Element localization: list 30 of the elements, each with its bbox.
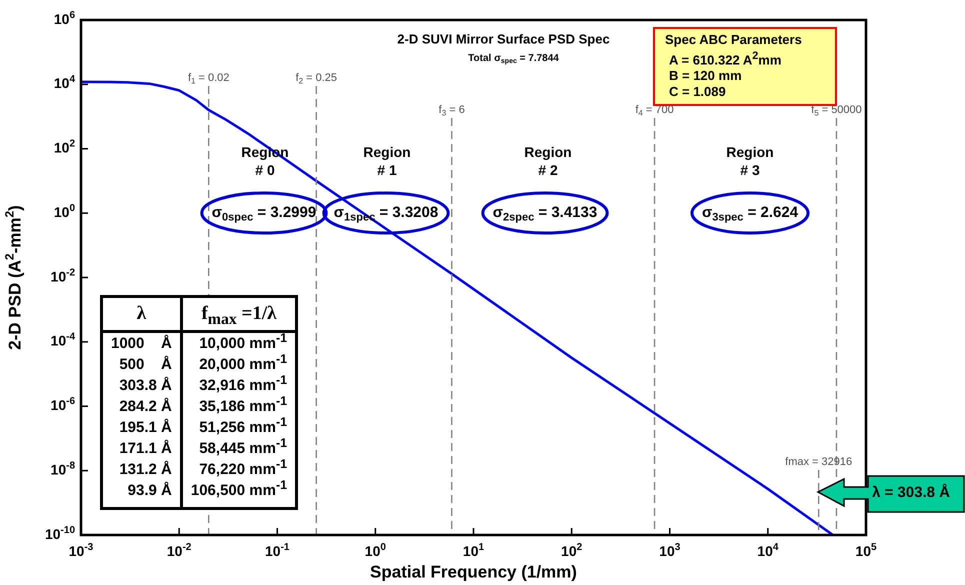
annotation: 195.1 Å	[102, 417, 182, 438]
annotation: 20,000 mm$^{-1}$	[181, 352, 297, 375]
annotation: Spec ABC Parameters	[664, 32, 803, 48]
annotation: 500 Å	[102, 354, 182, 375]
x-axis-title: Spatial Frequency (1/mm)	[370, 562, 577, 582]
annotation: 35,186 mm$^{-1}$	[181, 394, 297, 417]
annotation: 93.9 Å	[102, 480, 182, 508]
annotation: 106,500 mm$^{-1}$	[181, 478, 297, 508]
annotation: 32,916 mm$^{-1}$	[181, 373, 297, 396]
annotation: 51,256 mm$^{-1}$	[181, 415, 297, 438]
annotation: 131.2 Å	[102, 459, 182, 480]
annotation: 76,220 mm$^{-1}$	[181, 457, 297, 480]
annotation: 1000 Å	[102, 332, 182, 354]
annotation: 284.2 Å	[102, 396, 182, 417]
annotation: λ	[102, 296, 182, 332]
annotation: B = 120 mm	[668, 68, 743, 84]
annotation: 10,000 mm$^{-1}$	[181, 331, 297, 354]
text: λ = 303.8 Å	[872, 484, 950, 501]
annotation: Region # 1	[363, 144, 411, 178]
ref-line-label: fmax = 32916	[785, 456, 852, 468]
annotation: Region # 2	[524, 144, 572, 178]
annotation: f$_{max}$ =1/λ	[181, 296, 297, 332]
annotation: A = 610.322 A$^{2}$mm	[668, 49, 782, 68]
y-axis-title: 2-D PSD (A2-mm2)	[2, 205, 25, 350]
annotation: 58,445 mm$^{-1}$	[181, 436, 297, 459]
annotation: 303.8 Å	[102, 375, 182, 396]
annotation: Region # 3	[726, 144, 774, 178]
annotation: C = 1.089	[668, 84, 727, 100]
annotation: 171.1 Å	[102, 438, 182, 459]
text: 2-D SUVI Mirror Surface PSD Spec	[397, 32, 610, 47]
